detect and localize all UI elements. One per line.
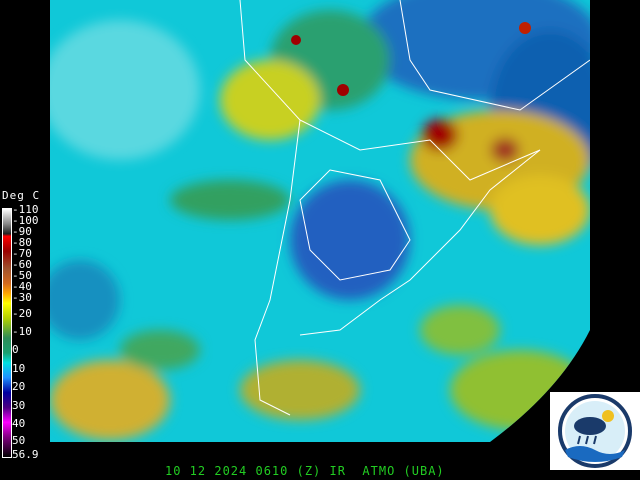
image-caption: 10 12 2024 0610 (Z) IR ATMO (UBA) <box>165 464 445 478</box>
legend-tick: 0 <box>12 343 19 356</box>
legend-title: Deg C <box>2 189 41 202</box>
legend-tick: -100 <box>12 214 39 227</box>
legend-tick: 30 <box>12 399 26 412</box>
cloud-field <box>50 0 590 442</box>
legend-tick: 56.9 <box>12 448 39 461</box>
temperature-color-scale <box>2 208 12 458</box>
weather-logo-icon <box>558 394 632 468</box>
country-borders <box>239 0 590 416</box>
legend-tick: 10 <box>12 362 26 375</box>
legend-tick: -60 <box>12 258 32 271</box>
legend-tick: -70 <box>12 247 32 260</box>
legend-tick: -10 <box>12 325 32 338</box>
legend-tick: -80 <box>12 236 32 249</box>
legend-tick: -90 <box>12 225 32 238</box>
legend-tick: -30 <box>12 291 32 304</box>
legend-tick: -50 <box>12 269 32 282</box>
legend-tick: -40 <box>12 280 32 293</box>
legend-tick: 50 <box>12 434 26 447</box>
legend-tick: -110 <box>12 203 39 216</box>
legend-tick: 40 <box>12 417 26 430</box>
legend-tick: 20 <box>12 380 26 393</box>
legend-tick: -20 <box>12 307 32 320</box>
atmo-uba-logo <box>550 392 640 470</box>
